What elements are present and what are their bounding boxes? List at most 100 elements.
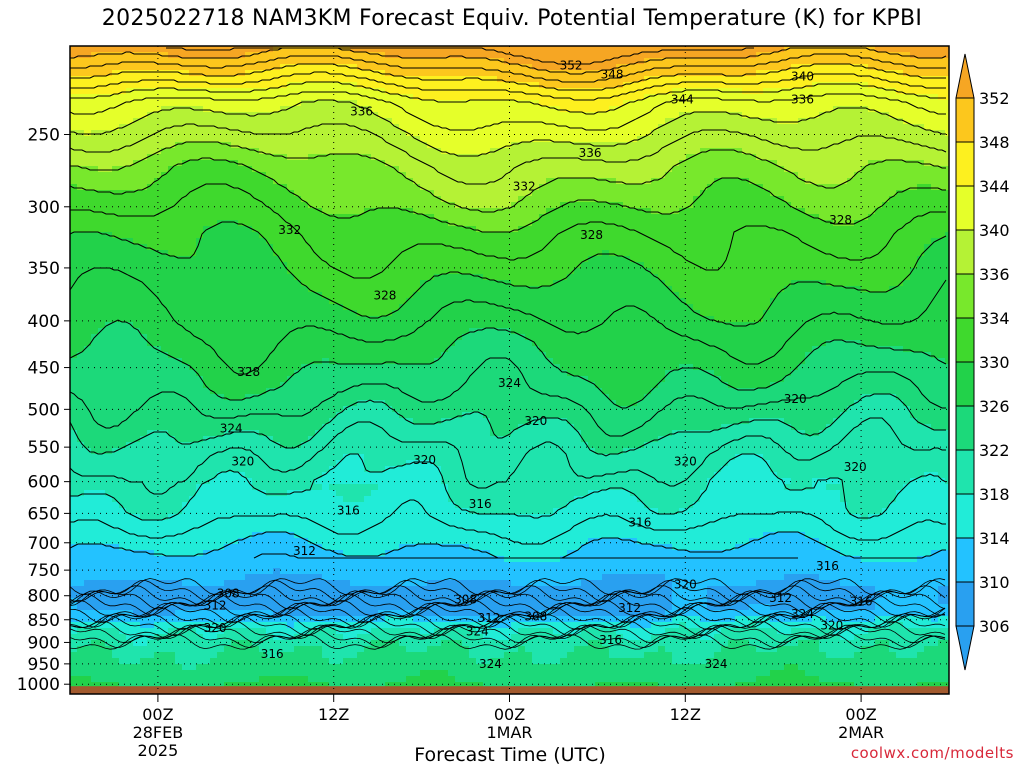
field-cell [483, 88, 491, 95]
field-cell [140, 256, 148, 263]
field-cell [630, 130, 638, 137]
field-cell [70, 226, 78, 233]
field-cell [448, 52, 456, 59]
field-cell [616, 268, 624, 275]
field-cell [168, 166, 176, 173]
field-cell [560, 118, 568, 125]
field-cell [672, 58, 680, 65]
field-cell [784, 76, 792, 83]
field-cell [252, 220, 260, 227]
field-cell [896, 136, 904, 143]
field-cell [287, 112, 295, 119]
field-cell [91, 160, 99, 167]
field-cell [91, 214, 99, 221]
field-cell [679, 244, 687, 251]
field-cell [553, 154, 561, 161]
field-cell [560, 154, 568, 161]
field-cell [847, 100, 855, 107]
field-cell [651, 46, 659, 53]
field-cell [840, 124, 848, 131]
field-cell [371, 256, 379, 263]
field-cell [364, 64, 372, 71]
field-cell [658, 172, 666, 179]
field-cell [861, 70, 869, 77]
field-cell [714, 214, 722, 221]
field-cell [868, 82, 876, 89]
field-cell [210, 64, 218, 71]
field-cell [924, 226, 932, 233]
field-cell [287, 154, 295, 161]
field-cell [84, 112, 92, 119]
field-cell [581, 70, 589, 77]
field-cell [553, 136, 561, 143]
field-cell [434, 118, 442, 125]
field-cell [329, 208, 337, 215]
field-cell [245, 88, 253, 95]
field-cell [567, 148, 575, 155]
field-cell [273, 244, 281, 251]
field-cell [245, 232, 253, 239]
field-cell [413, 202, 421, 209]
field-cell [189, 82, 197, 89]
field-cell [560, 64, 568, 71]
field-cell [749, 58, 757, 65]
field-cell [189, 112, 197, 119]
field-cell [637, 106, 645, 113]
field-cell [315, 244, 323, 251]
field-cell [133, 142, 141, 149]
field-cell [917, 100, 925, 107]
field-cell [105, 280, 113, 287]
field-cell [280, 70, 288, 77]
field-cell [301, 136, 309, 143]
field-cell [679, 214, 687, 221]
field-cell [315, 46, 323, 53]
field-cell [126, 214, 134, 221]
field-cell [945, 82, 949, 89]
field-cell [224, 250, 232, 257]
field-cell [280, 226, 288, 233]
field-cell [364, 268, 372, 275]
field-cell [70, 274, 78, 281]
field-cell [455, 100, 463, 107]
field-cell [140, 220, 148, 227]
field-cell [574, 94, 582, 101]
field-cell [833, 256, 841, 263]
field-cell [399, 274, 407, 281]
field-cell [203, 280, 211, 287]
field-cell [483, 70, 491, 77]
field-cell [770, 184, 778, 191]
field-cell [791, 100, 799, 107]
field-cell [378, 190, 386, 197]
field-cell [441, 130, 449, 137]
field-cell [280, 118, 288, 125]
field-cell [77, 94, 85, 101]
field-cell [819, 250, 827, 257]
field-cell [231, 256, 239, 263]
field-cell [231, 148, 239, 155]
field-cell [567, 154, 575, 161]
field-cell [609, 280, 617, 287]
field-cell [336, 100, 344, 107]
field-cell [357, 136, 365, 143]
field-cell [441, 52, 449, 59]
field-cell [546, 106, 554, 113]
field-cell [945, 184, 949, 191]
field-cell [770, 82, 778, 89]
field-cell [945, 112, 949, 119]
field-cell [84, 106, 92, 113]
field-cell [175, 172, 183, 179]
field-cell [784, 130, 792, 137]
field-cell [651, 64, 659, 71]
field-cell [686, 160, 694, 167]
field-cell [105, 118, 113, 125]
field-cell [294, 154, 302, 161]
field-cell [791, 160, 799, 167]
field-cell [168, 58, 176, 65]
field-cell [546, 262, 554, 269]
field-cell [91, 256, 99, 263]
field-cell [539, 46, 547, 53]
field-cell [231, 70, 239, 77]
field-cell [910, 112, 918, 119]
field-cell [854, 244, 862, 251]
field-cell [896, 124, 904, 131]
